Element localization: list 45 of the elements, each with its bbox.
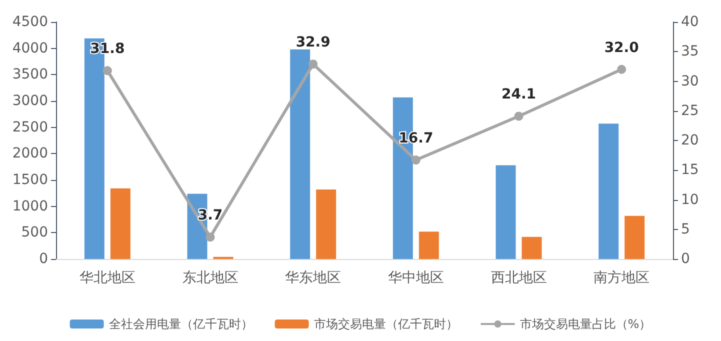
y2-tick-label: 25	[681, 102, 699, 119]
bar	[290, 49, 310, 259]
bar	[316, 189, 336, 259]
point	[102, 66, 112, 76]
y2-tick-label: 35	[681, 44, 699, 60]
x-tick-label: 东北地区	[182, 270, 238, 286]
y-tick-label: 500	[21, 224, 48, 241]
y2-tick-label: 5	[681, 221, 690, 238]
legend-label: 市场交易电量（亿千瓦时）	[314, 317, 458, 331]
y2-tick-label: 30	[681, 73, 699, 90]
point	[514, 112, 524, 121]
point	[617, 64, 626, 74]
y2-tick-label: 20	[681, 132, 699, 148]
y2-tick-label: 40	[681, 14, 699, 30]
x-tick-label: 西北地区	[490, 270, 547, 286]
y-tick-label: 4000	[12, 40, 48, 56]
y-tick-label: 1500	[12, 172, 48, 188]
y-tick-label: 3000	[12, 93, 48, 109]
x-tick-label: 南方地区	[594, 270, 650, 286]
point	[206, 232, 215, 242]
y-tick-label: 3500	[12, 66, 48, 83]
y2-tick-label: 10	[681, 192, 699, 208]
bar	[522, 236, 542, 259]
y-tick-label: 2000	[12, 146, 48, 162]
y-tick-label: 4500	[12, 14, 48, 30]
bar	[110, 188, 130, 259]
bar	[496, 165, 516, 259]
y-tick-label: 0	[39, 251, 48, 267]
point	[411, 156, 420, 165]
y-tick-label: 2500	[12, 119, 48, 136]
data-label: 32.9	[296, 34, 330, 51]
data-label: 32.0	[604, 40, 640, 56]
legend-label: 全社会用电量（亿千瓦时）	[108, 317, 253, 331]
bar	[418, 232, 439, 259]
x-tick-label: 华北地区	[79, 270, 136, 286]
x-tick-label: 华东地区	[285, 270, 342, 286]
data-label: 24.1	[501, 86, 536, 103]
y2-tick-label: 15	[681, 162, 699, 178]
legend-label: 市场交易电量占比（%）	[520, 317, 652, 331]
bar	[598, 124, 619, 259]
y-tick-label: 1000	[12, 198, 48, 214]
bar	[624, 216, 645, 259]
x-tick-label: 华中地区	[388, 270, 444, 286]
point	[308, 60, 318, 69]
y2-tick-label: 0	[681, 251, 690, 267]
